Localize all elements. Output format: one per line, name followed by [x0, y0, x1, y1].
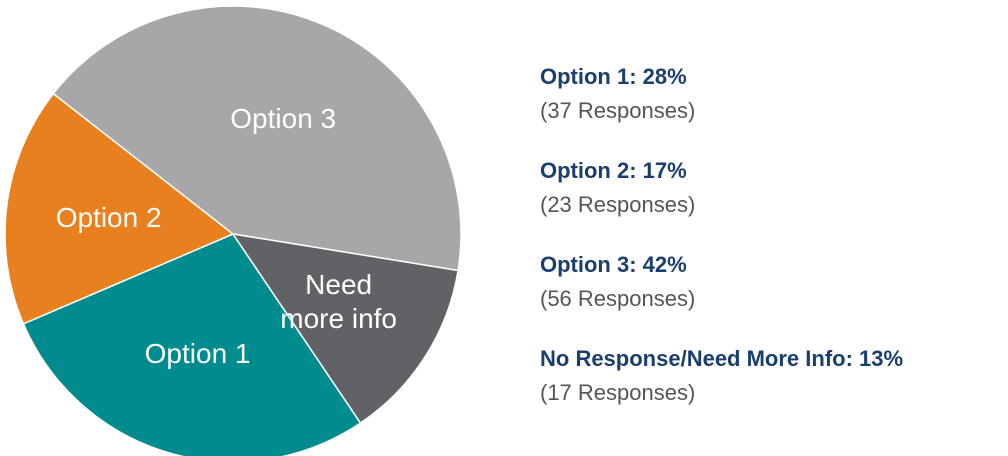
legend-responses: (56 Responses) — [540, 286, 696, 311]
slice-label: Option 1 — [144, 338, 251, 370]
legend-responses: (17 Responses) — [540, 380, 696, 405]
legend-entry: Option 2: 17% (23 Responses) — [540, 152, 903, 220]
legend-label: Option 1: 28% — [540, 64, 687, 89]
legend-responses: (37 Responses) — [540, 98, 696, 123]
legend-entry: Option 3: 42% (56 Responses) — [540, 246, 903, 314]
pie-slice — [22, 233, 362, 456]
legend-label: No Response/Need More Info: 13% — [540, 346, 904, 371]
legend-entry: No Response/Need More Info: 13% (17 Respo… — [540, 340, 903, 408]
pie-slice — [4, 92, 235, 325]
legend-label: Option 2: 17% — [540, 158, 687, 183]
legend-entry: Option 1: 28% (37 Responses) — [540, 58, 903, 126]
pie-slice — [52, 5, 462, 272]
legend-responses: (23 Responses) — [540, 192, 696, 217]
chart — [4, 5, 462, 456]
pie-slice — [231, 232, 459, 425]
slice-label: Option 2 — [55, 201, 162, 233]
slice-label: Option 3 — [230, 103, 337, 135]
legend-label: Option 3: 42% — [540, 252, 687, 277]
legend: Option 1: 28% (37 Responses) Option 2: 17%… — [540, 58, 903, 434]
slice-label: Need more info — [280, 268, 397, 334]
